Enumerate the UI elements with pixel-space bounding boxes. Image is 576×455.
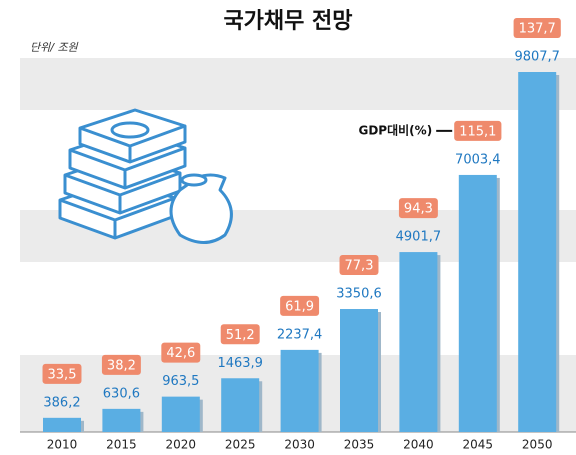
ratio-box xyxy=(280,295,320,316)
ratio-label: 38,2 xyxy=(107,358,136,373)
x-tick-label: 2040 xyxy=(403,438,434,452)
bar xyxy=(280,349,319,432)
ratio-label: 61,9 xyxy=(285,299,314,314)
ratio-box xyxy=(454,120,502,141)
x-tick-label: 2025 xyxy=(225,438,256,452)
x-tick-label: 2045 xyxy=(463,438,494,452)
bar xyxy=(102,408,141,432)
value-label: 3350,6 xyxy=(336,287,382,302)
value-label: 2237,4 xyxy=(277,327,323,342)
band xyxy=(20,58,576,110)
x-tick-label: 2015 xyxy=(106,438,137,452)
ratio-box xyxy=(339,255,379,276)
value-label: 9807,7 xyxy=(514,50,560,65)
value-label: 4901,7 xyxy=(396,230,442,245)
bar xyxy=(399,252,438,432)
value-label: 386,2 xyxy=(43,395,80,410)
ratio-box xyxy=(42,363,82,384)
legend-label: GDP대비(%) xyxy=(359,122,433,137)
ratio-label: 137,7 xyxy=(519,22,556,37)
value-label: 7003,4 xyxy=(455,152,501,167)
bar xyxy=(458,174,497,433)
value-label: 1463,9 xyxy=(217,356,263,371)
ratio-box xyxy=(220,324,260,345)
ratio-label: 115,1 xyxy=(459,124,496,139)
ratio-box xyxy=(101,354,141,375)
bar xyxy=(43,417,81,432)
ratio-box xyxy=(398,198,438,219)
bar xyxy=(518,72,557,432)
ratio-label: 77,3 xyxy=(345,259,374,274)
ratio-label: 51,2 xyxy=(226,328,255,343)
bar xyxy=(340,309,378,432)
bar xyxy=(161,396,200,432)
x-tick-label: 2035 xyxy=(344,438,375,452)
value-label: 963,5 xyxy=(162,374,199,389)
money-icon xyxy=(58,108,233,244)
x-tick-label: 2010 xyxy=(47,438,78,452)
x-tick-label: 2050 xyxy=(522,438,553,452)
unit-label: 단위/ 조원 xyxy=(30,41,79,54)
ratio-label: 42,6 xyxy=(166,346,195,361)
ratio-box xyxy=(161,342,201,363)
chart-title: 국가채무 전망 xyxy=(223,9,352,34)
ratio-label: 33,5 xyxy=(48,367,77,382)
ratio-label: 94,3 xyxy=(404,202,433,217)
value-label: 630,6 xyxy=(103,386,140,401)
ratio-box xyxy=(513,18,561,38)
x-tick-label: 2020 xyxy=(166,438,197,452)
bar xyxy=(221,378,260,432)
x-tick-label: 2030 xyxy=(284,438,315,452)
